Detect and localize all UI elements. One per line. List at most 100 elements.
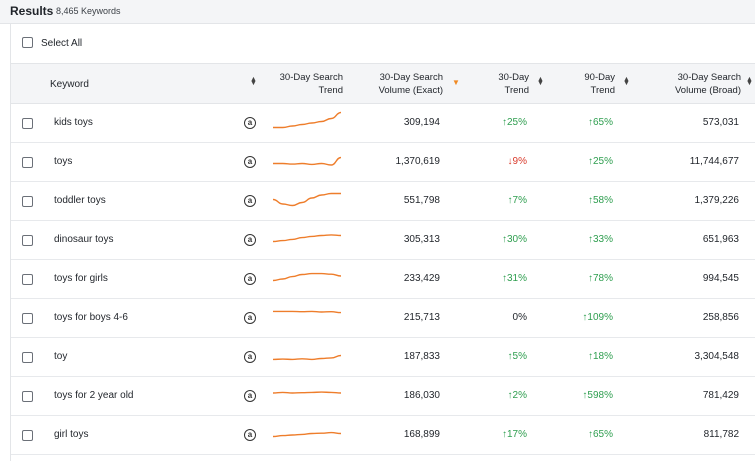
column-header-search-trend[interactable]: 30-Day Search Trend: [279, 72, 343, 96]
search-trend-sparkline: [272, 272, 342, 282]
search-trend-sparkline: [272, 354, 342, 361]
arrow-up-icon: ↑: [582, 390, 588, 401]
keyword-label[interactable]: dinosaur toys: [54, 234, 114, 245]
arrow-up-icon: ↑: [507, 351, 513, 362]
trend-90-day: ↑58%: [587, 195, 613, 206]
search-trend-sparkline: [272, 111, 342, 129]
keyword-label[interactable]: toy: [54, 351, 68, 362]
amazon-icon[interactable]: a: [244, 156, 256, 168]
volume-broad-value: 258,856: [702, 312, 739, 323]
amazon-icon[interactable]: a: [244, 195, 256, 207]
table-row[interactable]: toy a 187,833 ↑5% ↑18% 3,304,548: [11, 338, 755, 377]
table-row[interactable]: toys for girls a 233,429 ↑31% ↑78% 994,5…: [11, 260, 755, 299]
column-header-keyword[interactable]: Keyword: [50, 79, 89, 90]
trend-30-day: ↑5%: [507, 351, 527, 362]
table-row[interactable]: toys a 1,370,619 ↓9% ↑25% 11,744,677: [11, 143, 755, 182]
arrow-up-icon: ↑: [582, 312, 588, 323]
trend-90-day: ↑78%: [587, 273, 613, 284]
trend-30-day: ↑2%: [507, 390, 527, 401]
row-checkbox[interactable]: [22, 235, 33, 246]
column-header-90-day-trend[interactable]: 90-Day Trend: [584, 72, 615, 96]
table-row[interactable]: toys for boys 4-6 a 215,713 0% ↑109% 258…: [11, 299, 755, 338]
sparkline-path: [273, 310, 342, 314]
select-all-label: Select All: [41, 38, 83, 49]
arrow-up-icon: ↑: [501, 117, 507, 128]
keyword-label[interactable]: toddler toys: [54, 195, 106, 206]
volume-exact-value: 309,194: [403, 117, 440, 128]
search-trend-sparkline: [272, 234, 342, 243]
sparkline-path: [272, 272, 342, 282]
row-checkbox[interactable]: [22, 196, 33, 207]
trend-30-day: ↑7%: [507, 195, 527, 206]
trend-30-day: ↑17%: [501, 429, 527, 440]
trend-30-day: ↑25%: [501, 117, 527, 128]
table-row[interactable]: girl toys a 168,899 ↑17% ↑65% 811,782: [11, 416, 755, 455]
results-bar: Results 8,465 Keywords: [0, 0, 755, 24]
sparkline-path: [273, 156, 342, 166]
volume-broad-value: 11,744,677: [689, 156, 739, 167]
search-trend-sparkline: [272, 431, 342, 438]
trend-90-day: ↑109%: [582, 312, 613, 323]
amazon-icon[interactable]: a: [244, 429, 256, 441]
amazon-icon[interactable]: a: [244, 117, 256, 129]
volume-broad-value: 994,545: [702, 273, 739, 284]
table-row[interactable]: toddler toys a 551,798 ↑7% ↑58% 1,379,22…: [11, 182, 755, 221]
trend-90-day: ↑25%: [587, 156, 613, 167]
arrow-up-icon: ↑: [587, 273, 593, 284]
keyword-label[interactable]: toys for girls: [54, 273, 108, 284]
sort-arrows-icon[interactable]: ▲ ▼: [623, 76, 630, 87]
row-checkbox[interactable]: [22, 313, 33, 324]
table-row[interactable]: kids toys a 309,194 ↑25% ↑65% 573,031: [11, 104, 755, 143]
volume-broad-value: 3,304,548: [694, 351, 740, 362]
results-count: 8,465 Keywords: [56, 6, 121, 16]
amazon-icon[interactable]: a: [244, 234, 256, 246]
keyword-label[interactable]: kids toys: [54, 117, 93, 128]
keyword-label[interactable]: girl toys: [54, 429, 89, 440]
volume-exact-value: 305,313: [403, 234, 440, 245]
sort-arrows-icon[interactable]: ▲ ▼: [537, 76, 544, 87]
arrow-up-icon: ↑: [507, 390, 513, 401]
amazon-icon[interactable]: a: [244, 312, 256, 324]
volume-broad-value: 651,963: [702, 234, 739, 245]
keyword-label[interactable]: toys for boys 4-6: [54, 312, 128, 323]
trend-30-day: ↓9%: [507, 156, 527, 167]
arrow-up-icon: ↑: [587, 195, 593, 206]
row-checkbox[interactable]: [22, 118, 33, 129]
row-checkbox[interactable]: [22, 157, 33, 168]
sort-arrows-icon[interactable]: ▲ ▼: [250, 76, 257, 87]
arrow-up-icon: ↑: [587, 156, 593, 167]
row-checkbox[interactable]: [22, 391, 33, 402]
select-all-row: Select All: [11, 24, 755, 64]
column-header-volume-broad[interactable]: 30-Day Search Volume (Broad): [674, 72, 741, 96]
volume-broad-value: 781,429: [702, 390, 739, 401]
table-row[interactable]: toys for 2 year old a 186,030 ↑2% ↑598% …: [11, 377, 755, 416]
column-header-volume-exact[interactable]: 30-Day Search Volume (Exact): [378, 72, 443, 96]
row-checkbox[interactable]: [22, 274, 33, 285]
volume-exact-value: 551,798: [403, 195, 440, 206]
amazon-icon[interactable]: a: [244, 390, 256, 402]
volume-exact-value: 186,030: [403, 390, 440, 401]
arrow-up-icon: ↑: [501, 273, 507, 284]
column-header-30-day-trend[interactable]: 30-Day Trend: [498, 72, 529, 96]
sparkline-path: [272, 391, 342, 394]
sparkline-path: [272, 354, 342, 361]
keyword-label[interactable]: toys for 2 year old: [54, 390, 134, 401]
row-checkbox[interactable]: [22, 352, 33, 363]
arrow-up-icon: ↑: [587, 117, 593, 128]
search-trend-sparkline: [272, 391, 342, 394]
table-row[interactable]: dinosaur toys a 305,313 ↑30% ↑33% 651,96…: [11, 221, 755, 260]
keyword-label[interactable]: toys: [54, 156, 73, 167]
trend-90-day: ↑598%: [582, 390, 613, 401]
amazon-icon[interactable]: a: [244, 351, 256, 363]
arrow-up-icon: ↑: [507, 195, 513, 206]
row-checkbox[interactable]: [22, 430, 33, 441]
amazon-icon[interactable]: a: [244, 273, 256, 285]
table-header: Keyword ▲ ▼ 30-Day Search Trend 30-Day Se…: [11, 64, 755, 104]
volume-exact-value: 1,370,619: [395, 156, 441, 167]
select-all-checkbox[interactable]: [22, 37, 33, 48]
sort-desc-icon[interactable]: ▼: [452, 78, 460, 87]
volume-exact-value: 215,713: [403, 312, 440, 323]
trend-90-day: ↑65%: [587, 429, 613, 440]
trend-90-day: ↑33%: [587, 234, 613, 245]
sort-arrows-icon[interactable]: ▲ ▼: [746, 76, 753, 87]
